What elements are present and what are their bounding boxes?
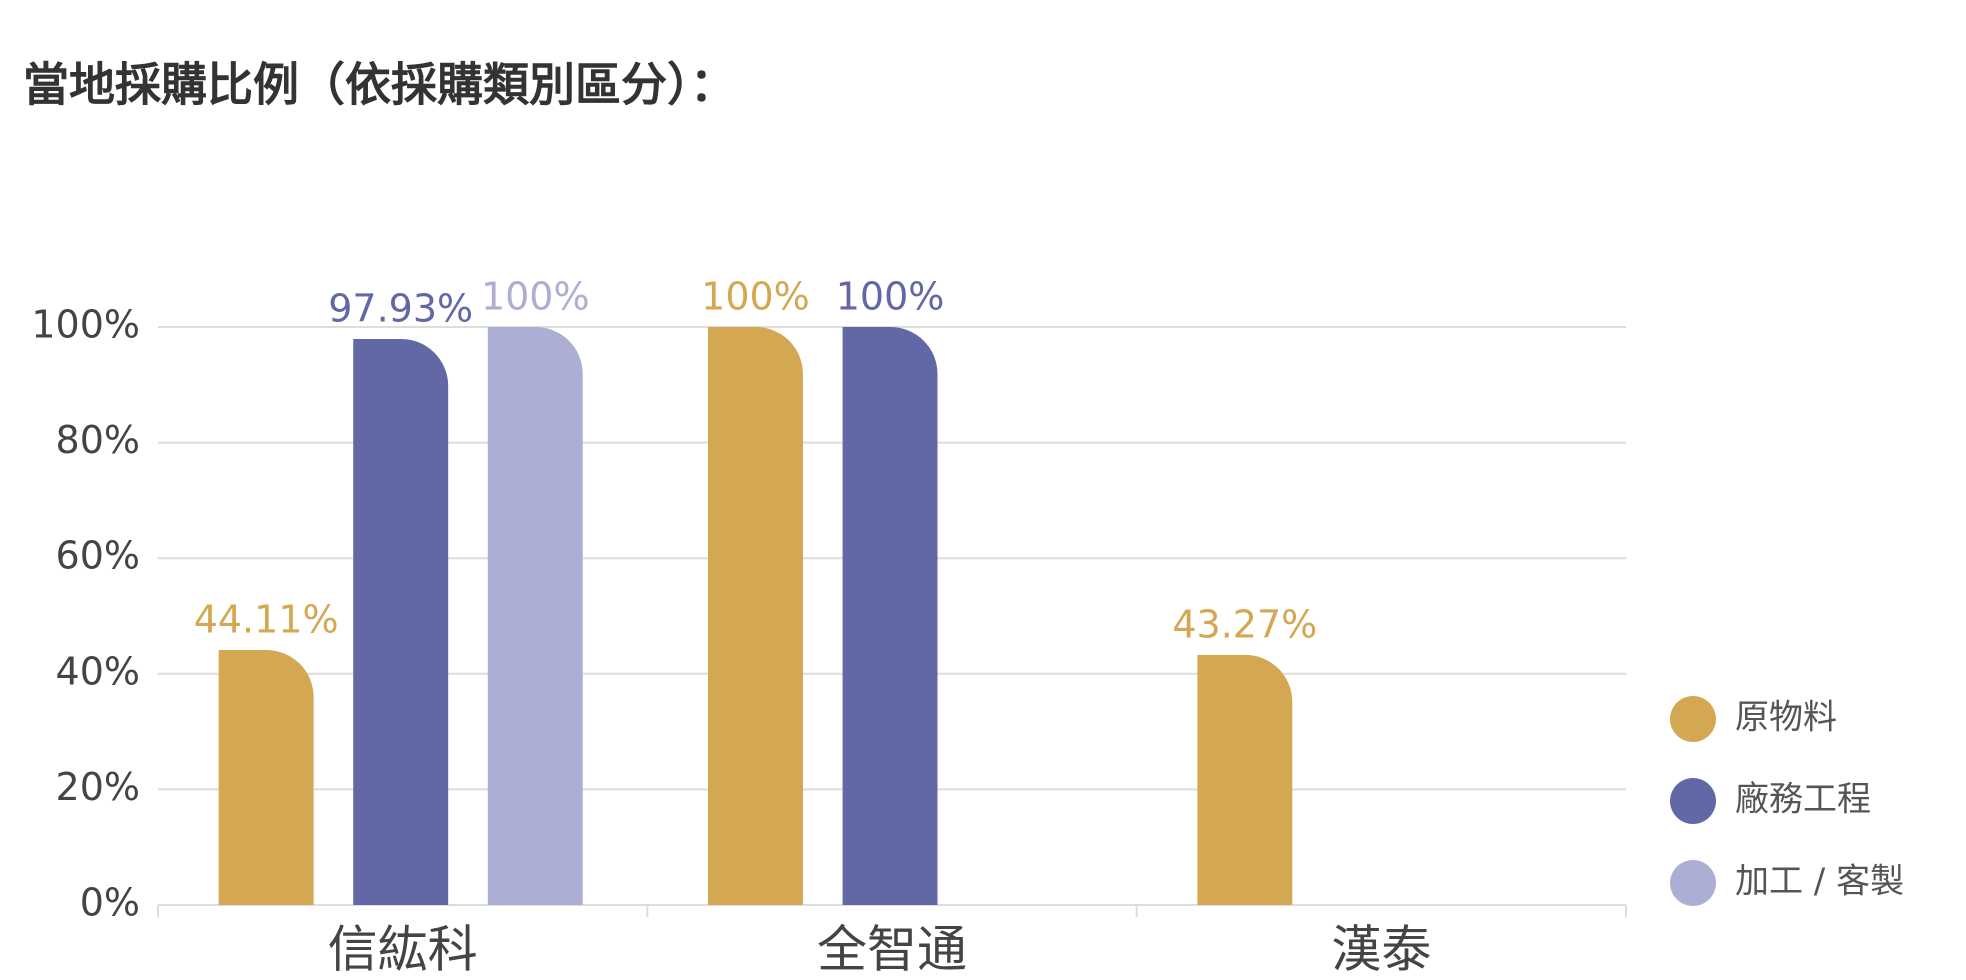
y-tick-label: 100% [31, 303, 140, 347]
chart-title: 當地採購比例（依採購類別區分）： [23, 58, 736, 112]
bar [487, 327, 583, 905]
bar [218, 650, 314, 905]
value-label: 43.27% [1172, 602, 1317, 646]
value-label: 97.93% [328, 286, 473, 330]
value-label: 100% [481, 275, 590, 319]
y-tick-label: 40% [56, 649, 140, 693]
bar [708, 327, 803, 905]
legend-marker [1670, 778, 1716, 824]
y-tick-label: 0% [80, 881, 140, 925]
bar [842, 327, 938, 905]
x-tick-label: 信紘科 [328, 921, 478, 979]
legend-label: 原物料 [1735, 698, 1837, 738]
y-tick-label: 20% [56, 765, 140, 809]
legend-label: 加工 / 客製 [1735, 862, 1904, 902]
legend-marker [1670, 860, 1716, 906]
value-label: 100% [701, 275, 810, 319]
legend-marker [1670, 696, 1716, 742]
value-label: 44.11% [194, 598, 339, 642]
y-tick-label: 60% [56, 534, 140, 578]
bar [1197, 654, 1293, 905]
x-tick-label: 漢泰 [1331, 921, 1431, 979]
bar [353, 338, 449, 905]
y-tick-label: 80% [56, 418, 140, 462]
value-label: 100% [836, 275, 945, 319]
x-tick-label: 全智通 [817, 921, 967, 979]
legend-label: 廠務工程 [1735, 780, 1871, 820]
